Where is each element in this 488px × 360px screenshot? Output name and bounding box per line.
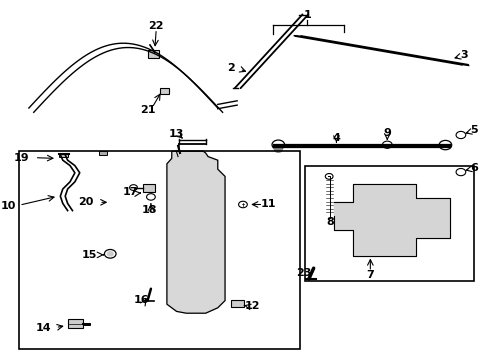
Text: 2: 2 — [227, 63, 235, 73]
Text: 1: 1 — [303, 10, 310, 20]
Text: 17: 17 — [122, 186, 138, 197]
Text: 16: 16 — [133, 294, 149, 305]
Text: 12: 12 — [244, 301, 260, 311]
Text: 18: 18 — [141, 204, 157, 215]
Text: 23: 23 — [296, 267, 311, 278]
Text: 14: 14 — [36, 323, 51, 333]
Text: 10: 10 — [1, 201, 16, 211]
Text: 21: 21 — [140, 105, 155, 115]
Text: 7: 7 — [366, 270, 373, 280]
Text: 19: 19 — [14, 153, 29, 163]
Bar — [99, 151, 107, 155]
Text: 6: 6 — [469, 163, 477, 173]
Circle shape — [107, 252, 113, 256]
Text: 13: 13 — [168, 129, 184, 139]
Bar — [83, 323, 90, 325]
Text: 3: 3 — [459, 50, 467, 60]
Text: 8: 8 — [325, 217, 333, 228]
Circle shape — [274, 147, 282, 152]
Text: 5: 5 — [469, 125, 477, 135]
Text: 20: 20 — [78, 197, 94, 207]
Text: 4: 4 — [332, 132, 340, 143]
Bar — [19, 151, 300, 349]
Polygon shape — [166, 144, 224, 313]
Bar — [59, 153, 68, 157]
Text: 22: 22 — [148, 21, 163, 31]
Bar — [67, 319, 83, 328]
Text: 15: 15 — [81, 250, 97, 260]
FancyBboxPatch shape — [148, 50, 158, 58]
FancyBboxPatch shape — [159, 88, 168, 94]
Bar — [142, 184, 155, 192]
Polygon shape — [333, 184, 449, 256]
Bar — [305, 166, 473, 281]
Text: 11: 11 — [260, 199, 276, 210]
FancyBboxPatch shape — [231, 300, 244, 307]
Text: 9: 9 — [383, 128, 390, 138]
